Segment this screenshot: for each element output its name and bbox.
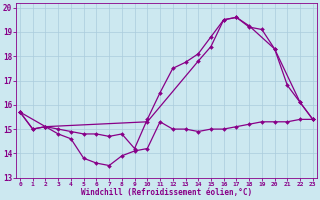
X-axis label: Windchill (Refroidissement éolien,°C): Windchill (Refroidissement éolien,°C) bbox=[81, 188, 252, 197]
